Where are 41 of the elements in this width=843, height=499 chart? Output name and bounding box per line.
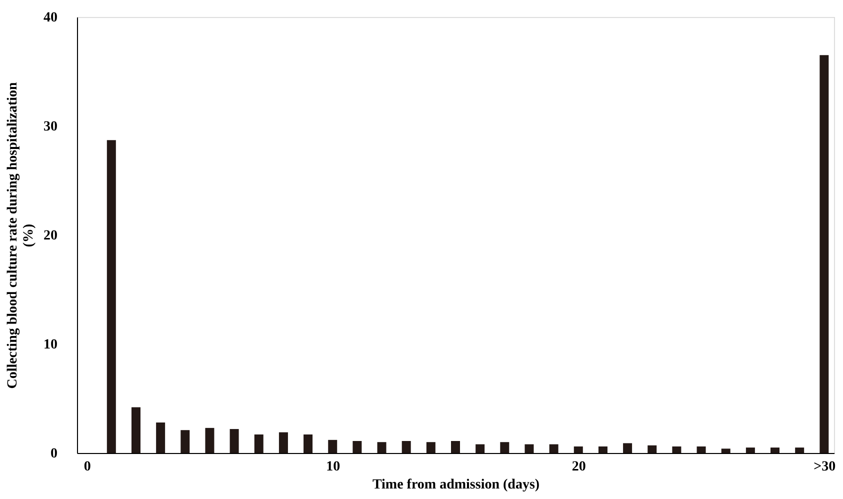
bar xyxy=(451,441,460,453)
bar xyxy=(721,448,730,453)
bar xyxy=(770,448,780,453)
bar xyxy=(278,432,288,453)
bar xyxy=(476,444,485,453)
x-axis-title: Time from admission (days) xyxy=(372,478,540,492)
x-tick-label: >30 xyxy=(814,460,836,474)
x-tick-label: 20 xyxy=(572,460,586,474)
bar xyxy=(623,443,632,453)
bar xyxy=(304,434,313,453)
y-axis-title: Collecting blood culture rate during hospitalization (%) xyxy=(6,82,36,389)
bar xyxy=(746,448,755,453)
y-tick-label: 30 xyxy=(44,120,58,134)
bar xyxy=(696,446,706,453)
x-tick-label: 0 xyxy=(84,460,91,474)
bar xyxy=(795,448,804,453)
y-tick-label: 10 xyxy=(44,338,58,352)
bar xyxy=(180,430,190,453)
bar xyxy=(156,422,166,453)
bar xyxy=(500,442,510,453)
y-tick-label: 20 xyxy=(44,228,58,244)
bar xyxy=(131,407,140,453)
bar xyxy=(328,440,338,453)
bar xyxy=(352,441,362,453)
bar xyxy=(820,55,829,453)
y-tick-label: 0 xyxy=(50,446,58,462)
bar xyxy=(648,445,657,453)
bar xyxy=(402,441,411,453)
bar xyxy=(598,446,608,453)
bar xyxy=(205,428,214,453)
y-tick-label: 40 xyxy=(44,10,58,26)
bar xyxy=(426,442,436,453)
bar xyxy=(106,140,116,453)
bar xyxy=(672,446,682,453)
bar xyxy=(230,429,239,453)
bar xyxy=(549,444,558,453)
bar xyxy=(377,442,386,453)
x-tick-label: 10 xyxy=(326,460,340,474)
bar xyxy=(524,444,534,453)
bar xyxy=(574,446,583,453)
bar xyxy=(254,434,264,453)
